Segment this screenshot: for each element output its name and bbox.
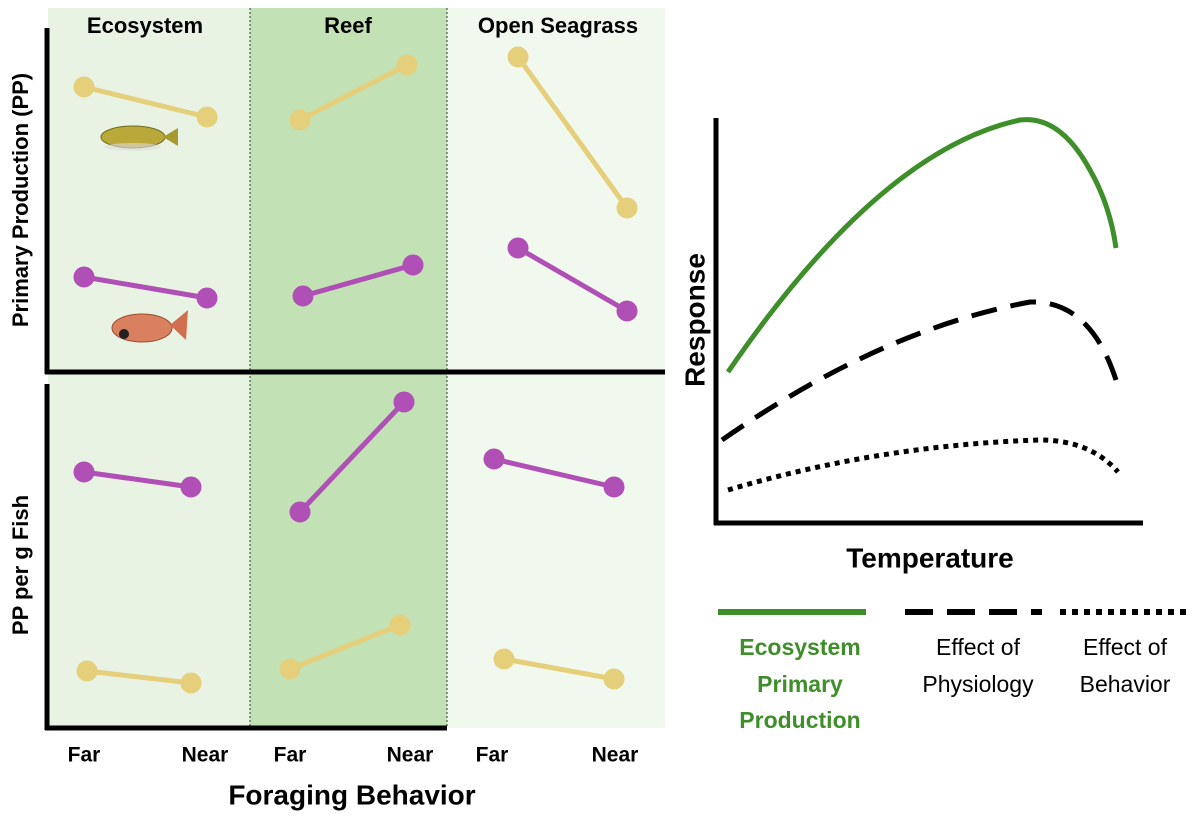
- x-tick-label: Far: [274, 744, 307, 767]
- column-title: Ecosystem: [87, 13, 203, 38]
- y-label: Response: [679, 253, 710, 387]
- interaction-lines: [73, 46, 638, 694]
- physiology-curve: [720, 299, 1119, 443]
- x-tick-label: Near: [592, 744, 639, 767]
- x-tick-label: Near: [387, 744, 434, 767]
- x-label: Foraging Behavior: [228, 779, 475, 810]
- column-bg: [48, 8, 250, 728]
- fish-icon: [100, 125, 178, 151]
- behavior-curve: [727, 437, 1120, 493]
- legend-text: Production: [739, 707, 860, 733]
- legend-text: Primary: [757, 671, 843, 697]
- yellow-fish: [73, 46, 638, 694]
- legend-text: Effect of: [936, 634, 1021, 660]
- column-bg: [250, 8, 447, 728]
- y-label: Primary Production (PP): [8, 73, 33, 327]
- legend-text: Behavior: [1080, 671, 1171, 697]
- legend-text: Effect of: [1083, 634, 1168, 660]
- x-tick-label: Far: [476, 744, 509, 767]
- column-title: Reef: [324, 13, 372, 38]
- column-bg: [447, 8, 665, 728]
- x-tick-label: Near: [182, 744, 229, 767]
- column-title: Open Seagrass: [478, 13, 638, 38]
- legend-text: Ecosystem: [739, 634, 860, 660]
- red-fish: [73, 237, 638, 523]
- ecosystem-curve: [725, 117, 1119, 374]
- fish-icon: [111, 310, 188, 343]
- x-label: Temperature: [846, 542, 1014, 573]
- y-label: PP per g Fish: [8, 495, 33, 635]
- legend-text: Physiology: [922, 671, 1034, 697]
- x-tick-label: Far: [68, 744, 101, 767]
